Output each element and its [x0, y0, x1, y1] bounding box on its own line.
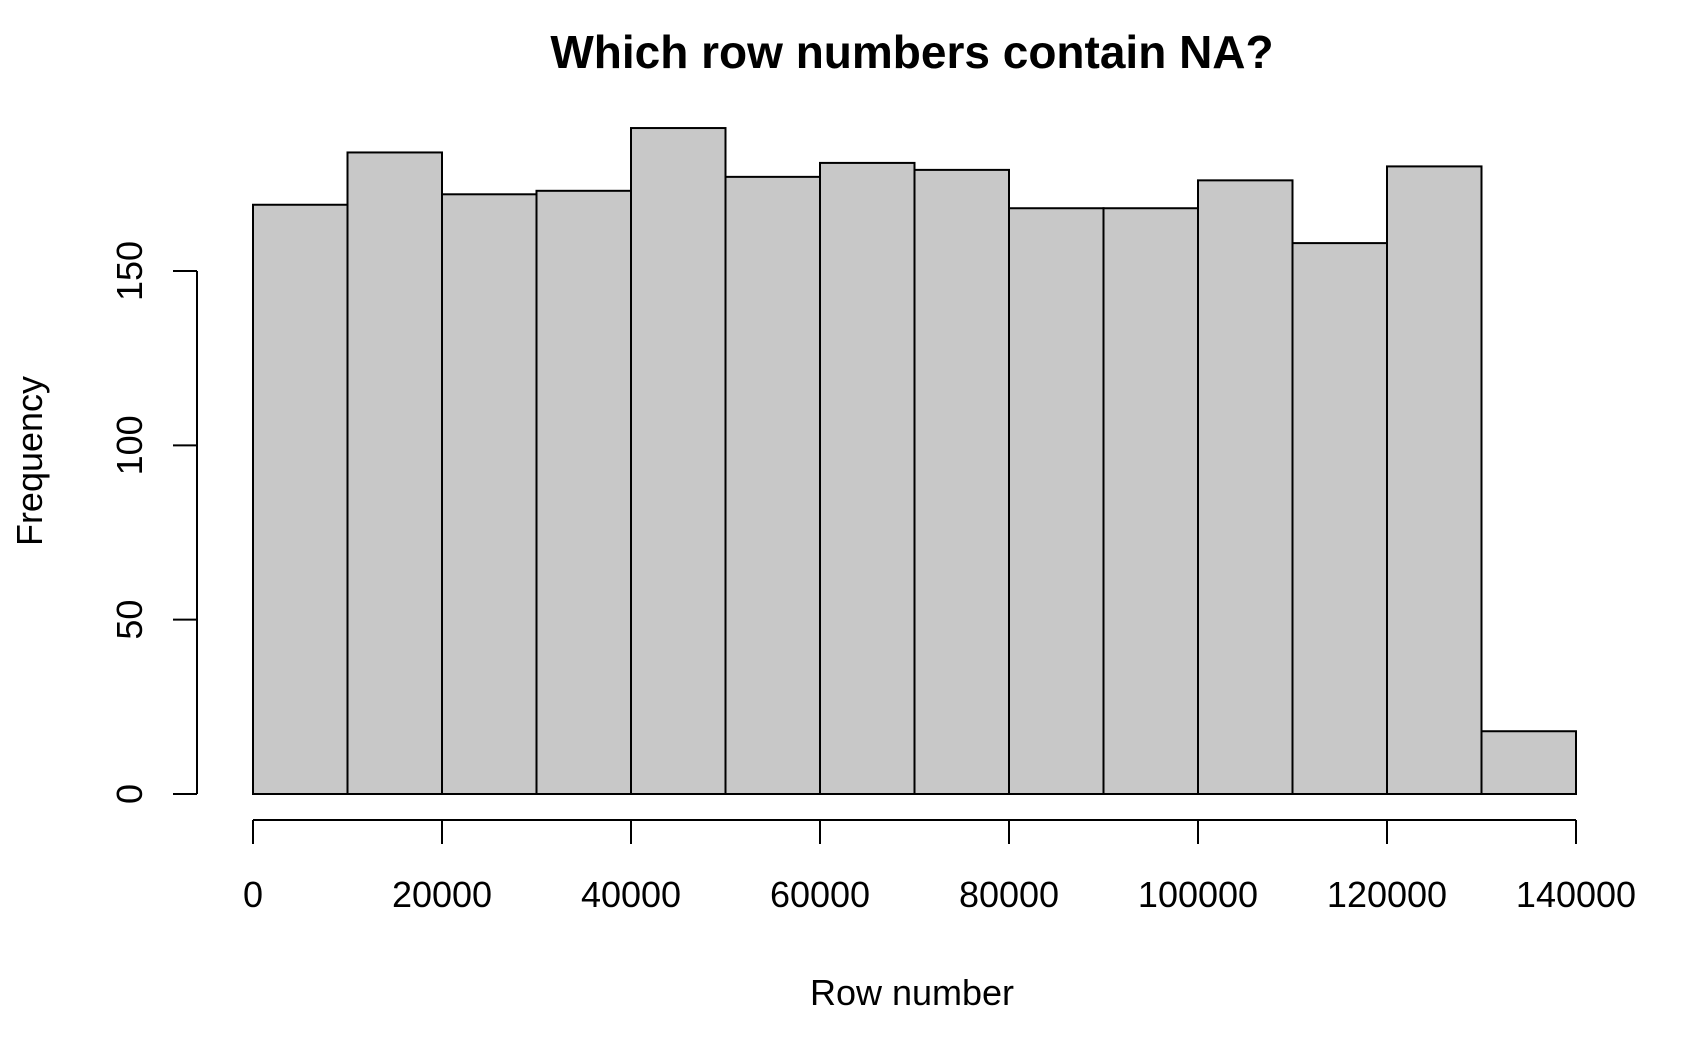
x-tick-label: 120000	[1327, 874, 1447, 915]
histogram-bar	[346, 151, 443, 796]
y-axis: 0 50 100 150	[109, 241, 198, 804]
x-tick-label: 60000	[770, 874, 870, 915]
x-tick-label: 80000	[959, 874, 1059, 915]
x-tick-label: 100000	[1138, 874, 1258, 915]
y-tick-label: 50	[109, 600, 150, 640]
histogram-bar	[630, 127, 727, 795]
x-tick-label: 20000	[392, 874, 492, 915]
histogram-bar	[441, 193, 538, 795]
histogram-bar	[913, 168, 1010, 796]
y-tick-label: 100	[109, 415, 150, 475]
histogram-bar	[1008, 207, 1105, 796]
chart-title: Which row numbers contain NA?	[550, 26, 1273, 78]
x-axis: 0 20000 40000 60000 80000 100000 120000 140000	[243, 819, 1636, 915]
y-tick-label: 150	[109, 241, 150, 301]
x-axis-label: Row number	[810, 972, 1014, 1013]
histogram-bar	[1102, 207, 1199, 796]
histogram-bar	[1291, 242, 1388, 795]
histogram-bar	[724, 175, 821, 796]
histogram-bar	[535, 189, 632, 796]
histogram-bar	[819, 161, 916, 795]
bars-group	[252, 127, 1577, 796]
histogram-bar	[252, 203, 349, 795]
histogram-bar	[1197, 179, 1294, 795]
y-tick-label: 0	[109, 784, 150, 804]
y-axis-label: Frequency	[9, 376, 50, 546]
histogram-bar	[1386, 165, 1483, 795]
x-tick-label: 40000	[581, 874, 681, 915]
x-tick-label: 0	[243, 874, 263, 915]
histogram-bar	[1480, 730, 1577, 795]
x-tick-label: 140000	[1516, 874, 1636, 915]
